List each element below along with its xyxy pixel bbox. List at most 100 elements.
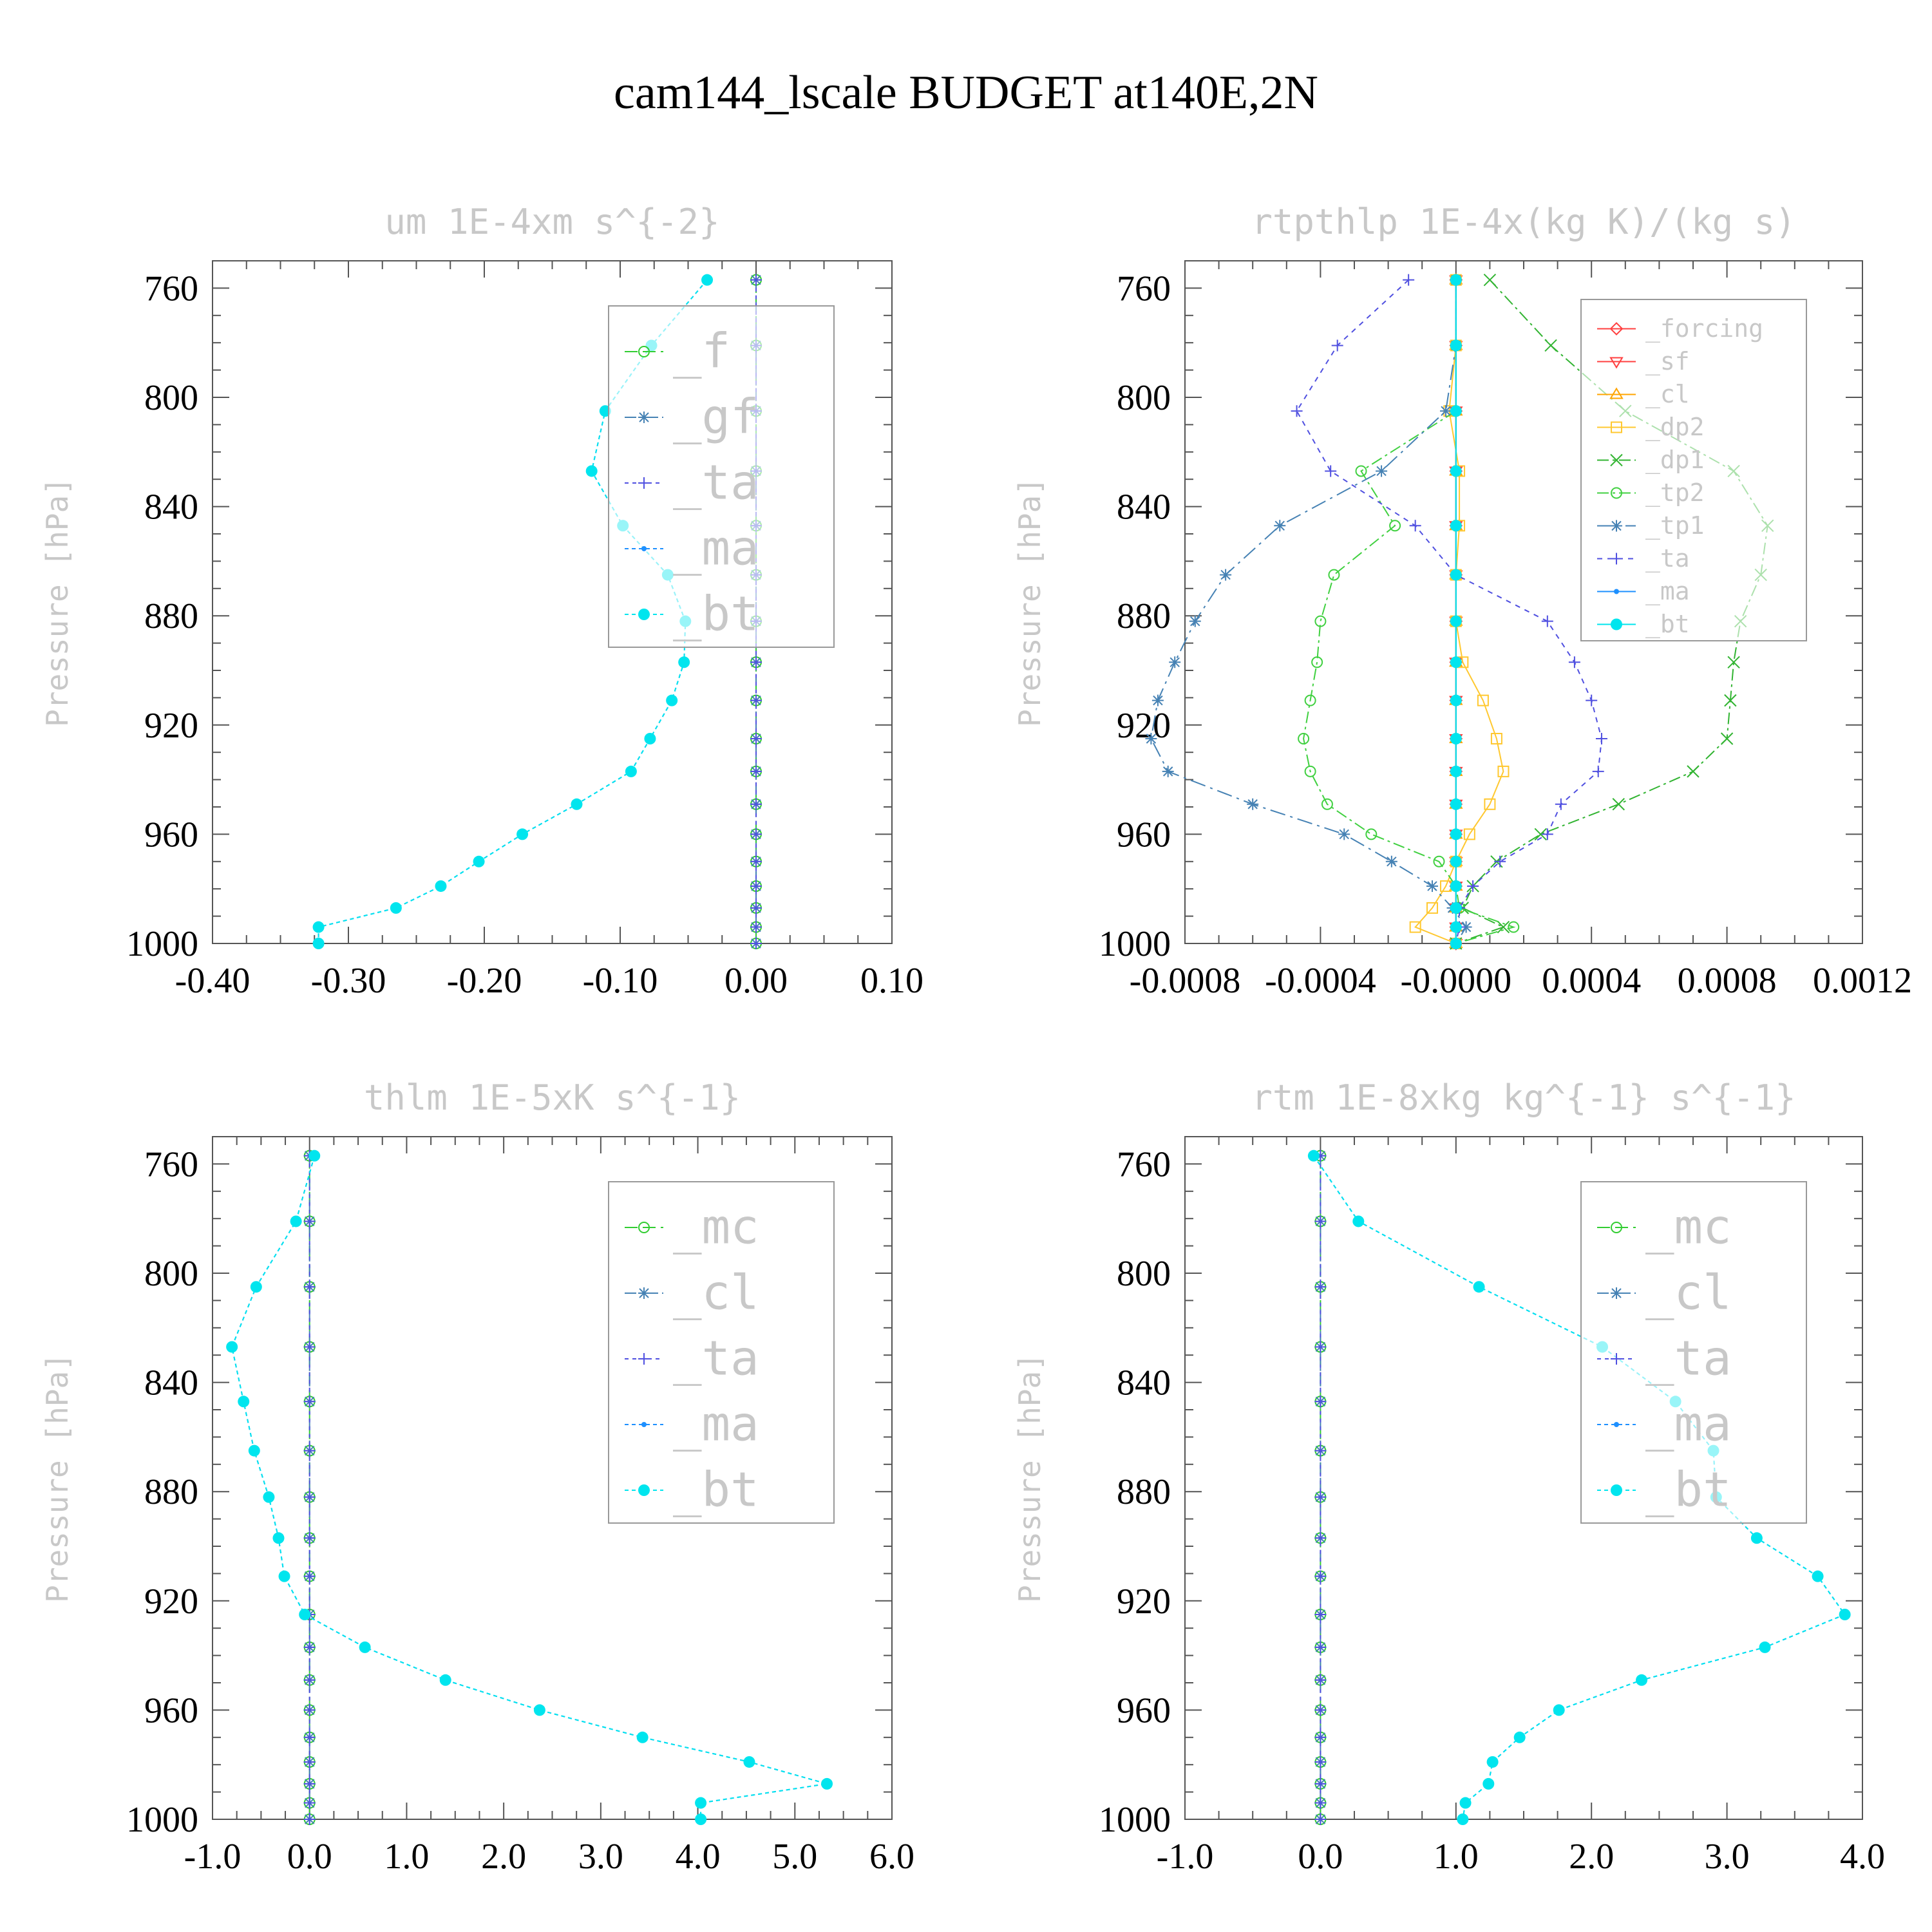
data-point [1486,1756,1499,1768]
data-point [1403,274,1415,286]
data-point [1355,465,1367,477]
x-tick-label: -0.40 [175,961,251,1001]
data-point [701,274,714,286]
legend-label: _ma [1645,577,1690,606]
data-point [1553,1704,1565,1716]
series-ta [1291,274,1607,949]
data-point [308,1150,321,1162]
x-tick-label: 4.0 [676,1837,721,1877]
x-tick-label: 0.00 [724,961,788,1001]
data-point [439,1674,451,1686]
data-point [1450,656,1462,668]
data-point [1457,1814,1469,1825]
legend-marker [1611,1287,1622,1299]
legend-marker [1611,421,1622,433]
data-point [303,1731,316,1743]
data-point [1720,732,1734,745]
data-point [750,274,762,286]
y-tick-label: 880 [144,1472,198,1512]
legend-marker [638,346,650,357]
data-point [516,828,529,840]
data-point [1812,1570,1824,1582]
y-tick-label: 840 [144,1363,198,1403]
data-point [1220,569,1232,581]
data-point [1440,405,1452,417]
data-point [1376,465,1388,477]
data-point [1450,855,1462,867]
legend-marker [1614,1422,1619,1427]
legend-label: _bt [673,586,759,641]
data-point [303,1674,316,1686]
data-point [1409,520,1421,532]
data-point [1389,520,1401,532]
legend-label: _ta [1645,544,1690,573]
data-point [1534,828,1548,841]
data-point [303,1491,316,1503]
data-point [1409,921,1421,933]
data-point [821,1777,833,1790]
data-point [1483,273,1497,287]
legend-marker [1609,322,1624,336]
legend-marker [1611,520,1622,532]
data-point [533,1704,545,1716]
data-point [1450,405,1462,417]
data-point [1612,798,1625,811]
legend-marker [1610,453,1623,467]
data-point [750,938,762,949]
data-point [290,1215,302,1227]
y-axis-label: Pressure [hPa] [1012,477,1047,727]
data-point [1467,880,1479,892]
y-tick-label: 1000 [1099,924,1171,964]
legend-label: _cl [1645,1265,1732,1320]
data-point [238,1396,250,1408]
data-point [312,921,325,933]
series-bt [1450,274,1462,949]
data-point [585,465,598,477]
legend-marker [638,477,650,489]
x-tick-label: 0.0004 [1542,961,1641,1001]
data-point [1450,569,1462,581]
series-tp1 [1145,274,1472,949]
data-point [1169,656,1181,668]
x-tick-label: -0.10 [583,961,658,1001]
x-tick-label: 1.0 [1434,1837,1479,1877]
y-axis-label: Pressure [hPa] [1012,1353,1047,1603]
legend-label: _mc [1645,1199,1732,1255]
y-tick-label: 760 [1117,1144,1171,1184]
data-point [1314,1731,1327,1743]
legend-label: _sf [1645,347,1690,376]
data-point [750,855,762,867]
data-point [1311,656,1323,668]
legend-marker [641,1422,647,1427]
data-point [1304,765,1316,777]
data-point [625,765,637,777]
data-point [250,1281,262,1293]
data-point [390,902,402,914]
data-point [750,921,762,933]
data-point [226,1341,238,1353]
data-point [1724,694,1737,707]
legend-label: _dp1 [1645,446,1705,475]
data-point [1450,465,1462,477]
data-point [1839,1609,1851,1620]
y-tick-label: 960 [144,815,198,855]
series-line [231,1155,828,1819]
legend-label: _ta [673,455,759,510]
y-axis-label: Pressure [hPa] [40,477,75,727]
data-point [1314,1756,1327,1768]
data-point [303,1704,316,1716]
data-point [1450,694,1462,706]
data-point [1314,1797,1327,1809]
y-tick-label: 760 [1117,269,1171,308]
legend-label: _ma [1645,1396,1732,1452]
data-point [750,765,762,777]
panel-title: um 1E-4xm s^{-2} [384,202,719,242]
chart-panel-1: um 1E-4xm s^{-2} Pressure [hPa] 760 800 840 8… [40,202,923,1001]
data-point [1450,828,1462,840]
series-line [1296,279,1603,944]
data-point [1426,902,1438,914]
data-point [1450,798,1462,810]
data-point [1544,339,1557,352]
y-tick-label: 800 [144,378,198,418]
